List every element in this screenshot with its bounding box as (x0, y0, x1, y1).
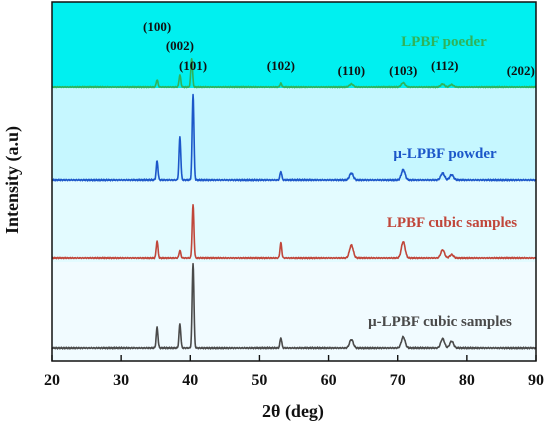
x-tick-label-2: 30 (113, 372, 129, 389)
peak-label-4: (102) (267, 58, 295, 73)
xrd-traces (51, 58, 537, 350)
background-bands (52, 2, 536, 361)
peak-label-6: (103) (389, 63, 417, 78)
xrd-trace-4 (51, 262, 537, 350)
peak-labels: (100) (002) (101) (102) (110) (103) (112) (202) (143, 19, 535, 78)
xrd-trace-2 (51, 93, 537, 182)
series-label-2: μ-LPBF powder (393, 146, 497, 162)
background-band-1 (52, 2, 536, 88)
peak-label-1: (100) (143, 19, 171, 34)
x-tick-label-3: 40 (182, 372, 198, 389)
x-tick-label-1: 20 (44, 372, 60, 389)
x-tick-label-6: 70 (390, 372, 406, 389)
series-label-3: LPBF cubic samples (387, 215, 517, 231)
series-label-4: μ-LPBF cubic samples (368, 314, 512, 330)
series-label-1: LPBF poeder (401, 34, 487, 50)
peak-label-3: (101) (179, 58, 207, 73)
y-axis-title: Intensity (a.u) (2, 126, 23, 234)
series-labels: LPBF poeder μ-LPBF powder LPBF cubic sampl… (368, 34, 517, 330)
peak-label-2: (002) (166, 38, 194, 53)
x-axis-title: 2θ (deg) (262, 401, 324, 422)
background-band-2 (52, 88, 536, 180)
x-ticks: 20 30 40 50 60 70 80 90 (44, 355, 544, 389)
peak-label-7: (112) (431, 58, 458, 73)
plot-frame (51, 1, 537, 362)
axes (51, 1, 537, 362)
x-tick-label-7: 80 (459, 372, 475, 389)
x-tick-label-4: 50 (251, 372, 267, 389)
peak-label-5: (110) (338, 63, 365, 78)
xrd-trace-3 (51, 203, 537, 260)
background-band-3 (52, 180, 536, 262)
x-tick-label-5: 60 (321, 372, 337, 389)
x-tick-label-8: 90 (528, 372, 544, 389)
xrd-trace-1 (51, 58, 537, 89)
background-band-4 (52, 262, 536, 361)
peak-label-8: (202) (507, 63, 535, 78)
